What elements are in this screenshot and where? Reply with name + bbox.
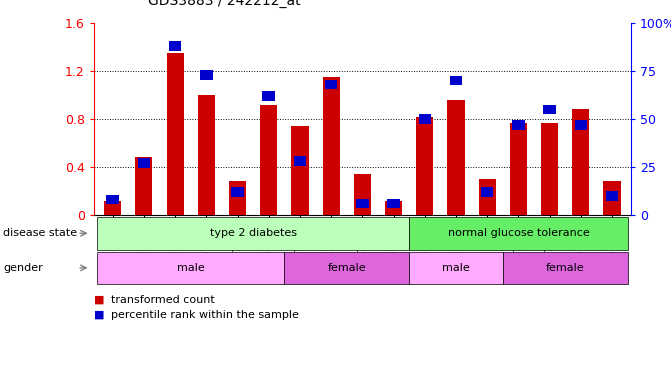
Text: transformed count: transformed count — [111, 295, 215, 305]
Bar — [138, 159, 150, 168]
Bar — [603, 182, 621, 215]
Bar — [510, 122, 527, 215]
Bar — [198, 95, 215, 215]
Text: normal glucose tolerance: normal glucose tolerance — [448, 228, 589, 238]
Bar — [294, 157, 306, 166]
Bar — [169, 41, 181, 51]
Bar — [262, 91, 275, 101]
Bar — [104, 200, 121, 215]
Bar — [416, 117, 433, 215]
Bar — [574, 120, 587, 130]
Bar — [544, 104, 556, 114]
Bar — [200, 70, 213, 80]
Text: gender: gender — [3, 263, 43, 273]
Bar — [478, 179, 496, 215]
Bar — [325, 79, 338, 89]
Bar — [419, 114, 431, 124]
Text: percentile rank within the sample: percentile rank within the sample — [111, 310, 299, 320]
Text: female: female — [327, 263, 366, 273]
Bar — [512, 120, 525, 130]
Bar — [481, 187, 493, 197]
Bar — [354, 174, 371, 215]
Text: GDS3883 / 242212_at: GDS3883 / 242212_at — [148, 0, 300, 8]
Text: disease state: disease state — [3, 228, 77, 238]
Bar — [229, 182, 246, 215]
Bar — [231, 187, 244, 197]
Bar — [572, 109, 589, 215]
Text: male: male — [177, 263, 205, 273]
Bar — [356, 199, 368, 208]
Bar — [291, 126, 309, 215]
Bar — [166, 53, 184, 215]
Text: type 2 diabetes: type 2 diabetes — [209, 228, 297, 238]
Text: ■: ■ — [94, 310, 105, 320]
Bar — [323, 77, 340, 215]
Bar — [385, 200, 402, 215]
Bar — [448, 100, 464, 215]
Bar — [450, 76, 462, 86]
Bar — [136, 157, 152, 215]
Bar — [260, 104, 277, 215]
Text: male: male — [442, 263, 470, 273]
Text: female: female — [546, 263, 584, 273]
Text: ■: ■ — [94, 295, 105, 305]
Bar — [387, 199, 400, 208]
Bar — [107, 195, 119, 204]
Bar — [541, 122, 558, 215]
Bar — [606, 191, 618, 200]
